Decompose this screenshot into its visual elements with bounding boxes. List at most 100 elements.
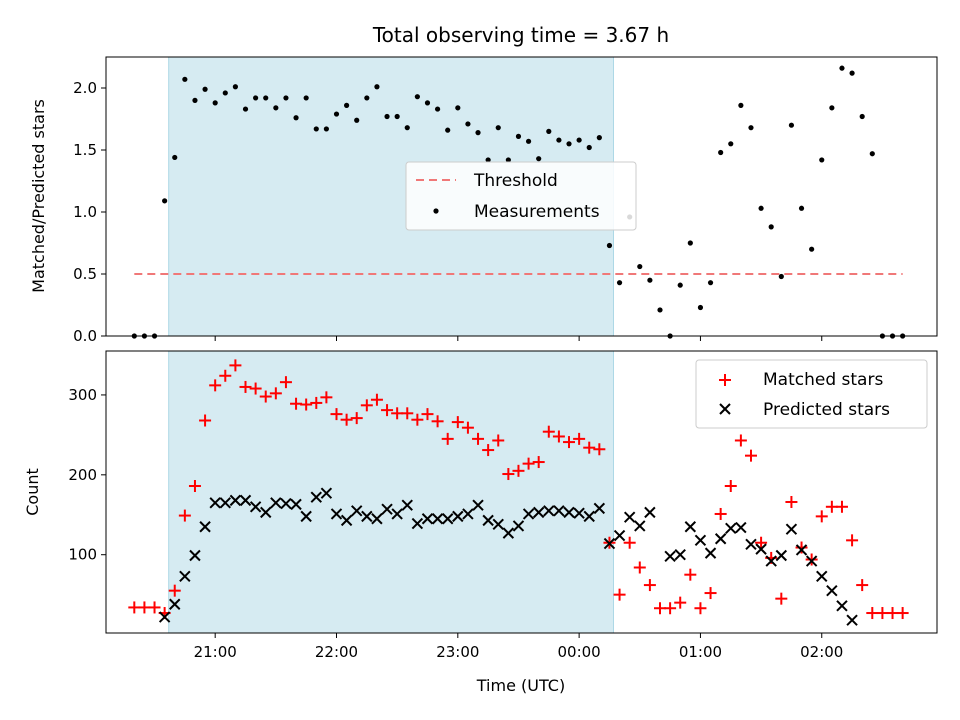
matched-star-point bbox=[694, 602, 707, 615]
measurement-point bbox=[394, 113, 400, 120]
matched-star-point bbox=[381, 404, 394, 417]
y-tick-label: 1.0 bbox=[73, 203, 97, 221]
measurement-point bbox=[505, 157, 511, 163]
measurement-point bbox=[485, 157, 491, 163]
predicted-star-point bbox=[431, 513, 444, 525]
x-tick-label: 02:00 bbox=[800, 643, 843, 661]
matched-star-point bbox=[805, 553, 818, 566]
predicted-star-point bbox=[543, 505, 555, 517]
measurement-point bbox=[829, 105, 835, 111]
x-tick-label: 22:00 bbox=[315, 643, 358, 661]
measurement-point bbox=[273, 105, 279, 111]
predicted-star-point bbox=[179, 570, 191, 582]
matched-star-point bbox=[866, 607, 879, 620]
matched-star-point bbox=[654, 602, 666, 615]
measurement-point bbox=[707, 280, 714, 286]
matched-star-point bbox=[138, 601, 151, 614]
matched-star-point bbox=[896, 607, 909, 620]
measurement-point bbox=[162, 198, 168, 204]
predicted-star-point bbox=[421, 513, 434, 525]
predicted-star-point bbox=[846, 614, 858, 626]
predicted-star-point bbox=[199, 521, 211, 533]
predicted-star-point bbox=[745, 538, 757, 551]
bottom-y-ticks: 100 200 300 bbox=[68, 386, 106, 564]
measurement-point bbox=[849, 70, 855, 76]
y-tick-label: 200 bbox=[68, 466, 97, 484]
predicted-star-point bbox=[775, 549, 788, 562]
matched-star-point bbox=[512, 464, 525, 477]
matched-star-point bbox=[795, 541, 808, 554]
matched-star-point bbox=[744, 449, 757, 462]
matched-star-point bbox=[775, 592, 788, 605]
predicted-star-point bbox=[502, 527, 515, 539]
matched-star-point bbox=[886, 607, 899, 620]
measurement-point bbox=[637, 263, 643, 270]
predicted-star-point bbox=[613, 529, 626, 542]
y-tick-label: 1.5 bbox=[73, 141, 97, 159]
x-tick-label: 00:00 bbox=[558, 643, 601, 661]
measurement-point bbox=[424, 100, 431, 106]
bottom-panel-frame bbox=[105, 350, 938, 634]
predicted-star-point bbox=[664, 550, 676, 563]
matched-star-point bbox=[532, 456, 545, 469]
matched-star-point bbox=[482, 444, 495, 457]
predicted-star-point bbox=[644, 506, 656, 519]
matched-star-point bbox=[229, 359, 242, 372]
matched-star-point bbox=[350, 412, 363, 425]
measurement-point bbox=[242, 106, 249, 112]
predicted-star-point bbox=[573, 507, 585, 519]
bottom-x-ticks: 21:00 22:00 23:00 00:00 01:00 02:00 bbox=[194, 633, 843, 661]
predicted-star-point bbox=[452, 510, 464, 523]
predicted-star-point bbox=[704, 547, 717, 559]
predicted-star-point bbox=[381, 503, 393, 515]
measurement-point bbox=[556, 137, 562, 143]
matched-star-point bbox=[370, 393, 383, 406]
matched-star-point bbox=[563, 436, 576, 449]
measurement-point bbox=[768, 224, 774, 230]
measurement-point bbox=[212, 100, 218, 106]
matched-star-point bbox=[310, 396, 323, 409]
measurement-point bbox=[384, 113, 390, 120]
predicted-star-point bbox=[249, 501, 262, 513]
predicted-star-point bbox=[189, 549, 201, 562]
matched-star-point bbox=[664, 602, 677, 615]
measurement-point bbox=[697, 304, 704, 311]
measurement-point bbox=[192, 97, 198, 103]
legend-matched-label: Matched stars bbox=[763, 370, 883, 390]
predicted-star-point bbox=[482, 514, 494, 527]
matched-star-point bbox=[209, 379, 222, 392]
predicted-star-point bbox=[725, 522, 737, 535]
predicted-star-point bbox=[351, 505, 363, 517]
predicted-star-point bbox=[169, 598, 181, 610]
measurement-point bbox=[566, 141, 572, 147]
x-tick-label: 01:00 bbox=[679, 643, 722, 661]
measurement-point bbox=[323, 126, 329, 132]
measurement-point bbox=[758, 205, 764, 211]
predicted-star-point bbox=[826, 584, 838, 597]
measurement-point bbox=[222, 90, 228, 96]
measurement-point bbox=[596, 135, 602, 141]
measurement-point bbox=[495, 125, 501, 131]
matched-star-point bbox=[815, 510, 828, 523]
matched-star-point bbox=[856, 579, 869, 592]
measurement-point bbox=[515, 133, 522, 139]
matched-star-point bbox=[633, 561, 646, 574]
matched-star-point bbox=[876, 607, 889, 620]
matched-star-point bbox=[219, 369, 232, 382]
matched-star-point bbox=[451, 416, 464, 429]
measurement-point bbox=[475, 130, 481, 136]
measurement-point bbox=[687, 240, 693, 246]
measurement-point bbox=[344, 102, 350, 108]
predicted-star-point bbox=[634, 520, 646, 532]
measurement-point bbox=[677, 282, 683, 288]
predicted-star-point bbox=[603, 537, 616, 550]
measurement-point bbox=[293, 115, 299, 121]
matched-star-point bbox=[724, 480, 737, 493]
predicted-star-point bbox=[522, 508, 535, 520]
measurement-point bbox=[354, 117, 360, 123]
matched-star-point bbox=[573, 432, 586, 445]
matched-star-point bbox=[441, 432, 454, 445]
top-y-ticks: 0.0 0.5 1.0 1.5 2.0 bbox=[73, 79, 106, 345]
matched-star-point bbox=[148, 601, 161, 614]
predicted-star-point bbox=[472, 499, 484, 511]
